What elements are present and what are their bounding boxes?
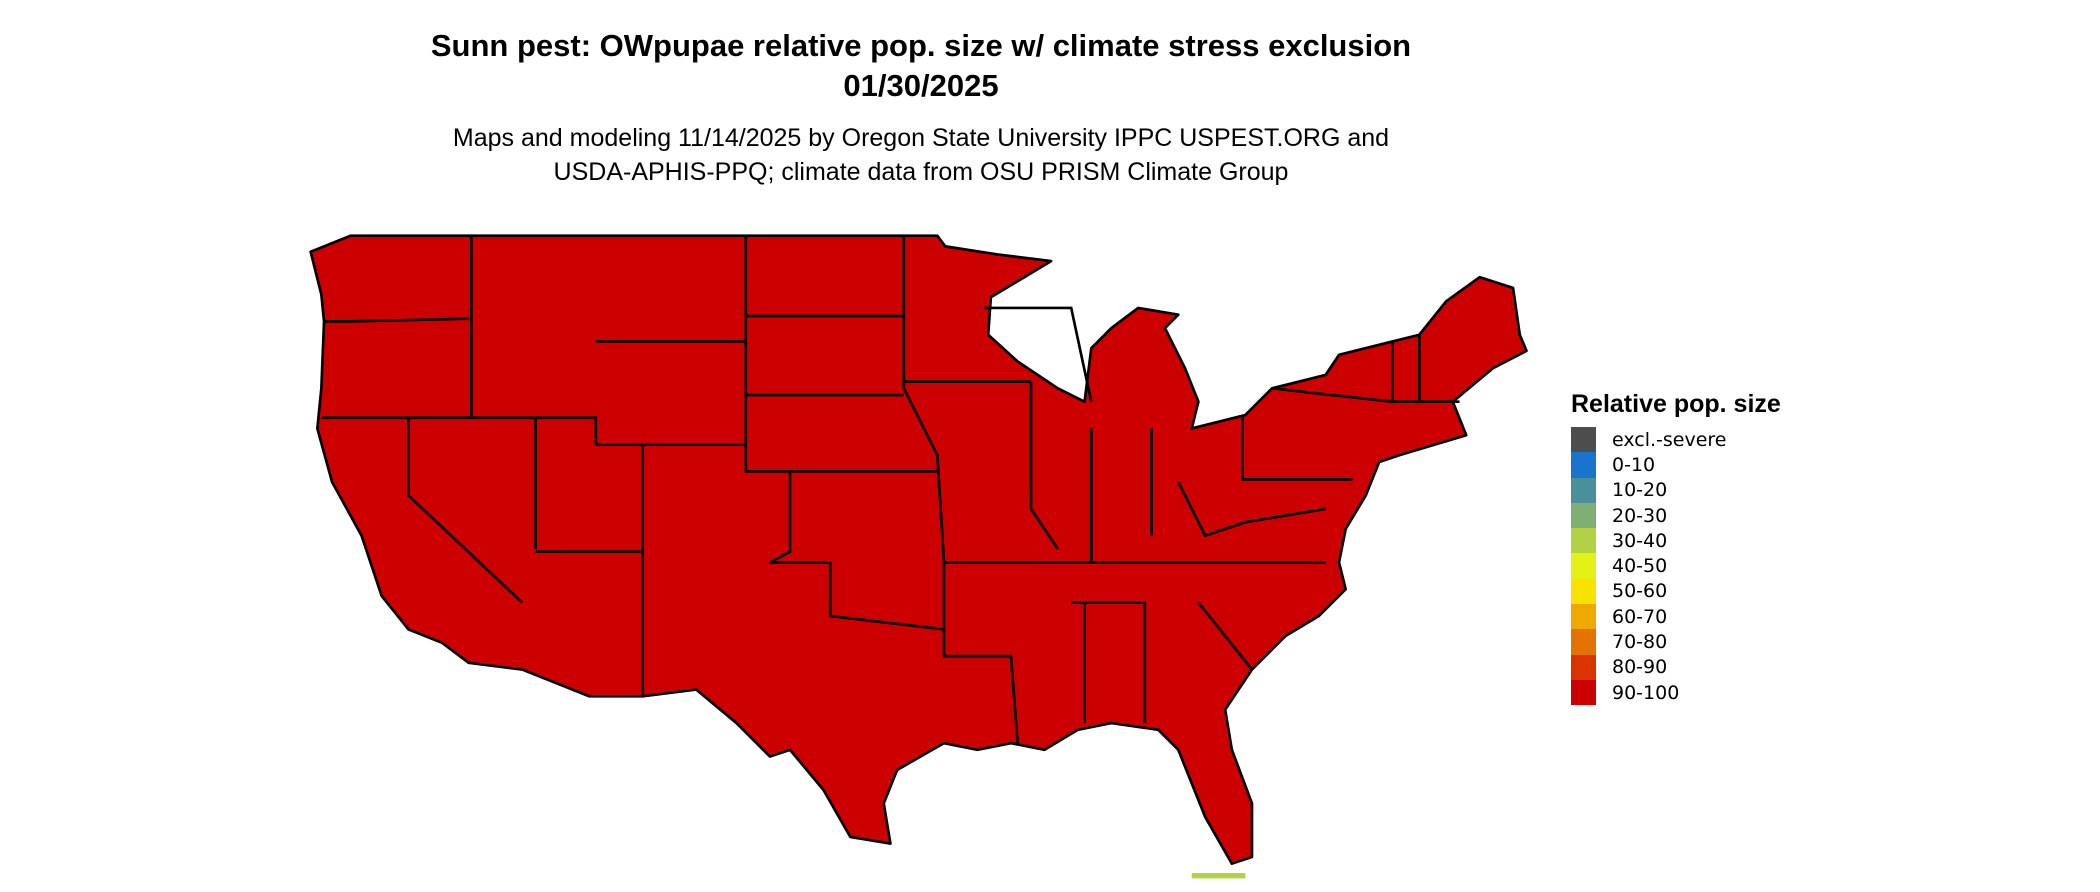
legend-label: 40-50	[1612, 555, 1668, 578]
map-title-line1: Sunn pest: OWpupae relative pop. size w/…	[430, 28, 1412, 63]
legend-label: 20-30	[1612, 504, 1668, 527]
legend-label: 60-70	[1612, 605, 1668, 628]
legend-swatch	[1571, 477, 1596, 503]
legend-item: excl.-severe	[1571, 427, 1781, 453]
legend-swatch	[1571, 654, 1596, 680]
map-subtitle-line2: USDA-APHIS-PPQ; climate data from OSU PR…	[553, 158, 1289, 186]
legend-label: 90-100	[1612, 681, 1680, 704]
legend-item: 10-20	[1571, 477, 1781, 503]
legend-label: 10-20	[1612, 479, 1668, 502]
legend-label: 70-80	[1612, 631, 1668, 654]
legend-label: excl.-severe	[1612, 428, 1727, 451]
legend-swatch	[1571, 679, 1596, 706]
map-subtitle-line1: Maps and modeling 11/14/2025 by Oregon S…	[452, 124, 1390, 152]
legend-item: 40-50	[1571, 553, 1781, 579]
legend-label: 0-10	[1612, 453, 1656, 476]
legend-item: 80-90	[1571, 654, 1781, 680]
legend-swatch	[1571, 553, 1596, 579]
legend-swatch	[1571, 604, 1596, 630]
legend-item: 60-70	[1571, 604, 1781, 630]
legend: Relative pop. size excl.-severe 0-10 10-20…	[1571, 390, 1781, 706]
legend-label: 80-90	[1612, 656, 1668, 679]
legend-label: 30-40	[1612, 529, 1668, 552]
legend-item: 20-30	[1571, 502, 1781, 529]
legend-item: 90-100	[1571, 679, 1781, 706]
map-title-line2: 01/30/2025	[843, 68, 999, 103]
legend-item: 30-40	[1571, 528, 1781, 554]
legend-swatch	[1571, 427, 1596, 453]
legend-item: 70-80	[1571, 629, 1781, 655]
state-borders	[321, 235, 1460, 744]
florida-keys	[1191, 873, 1246, 879]
legend-item: 0-10	[1571, 452, 1781, 478]
legend-swatch	[1571, 528, 1596, 554]
legend-items: excl.-severe 0-10 10-20 20-30 30-40 40-50 50-6…	[1571, 427, 1781, 706]
us-outline	[309, 234, 1528, 865]
legend-item: 50-60	[1571, 578, 1781, 605]
legend-title: Relative pop. size	[1571, 390, 1781, 418]
legend-swatch	[1571, 578, 1596, 605]
legend-swatch	[1571, 502, 1596, 529]
legend-label: 50-60	[1612, 580, 1668, 603]
legend-swatch	[1571, 629, 1596, 655]
legend-swatch	[1571, 452, 1596, 478]
